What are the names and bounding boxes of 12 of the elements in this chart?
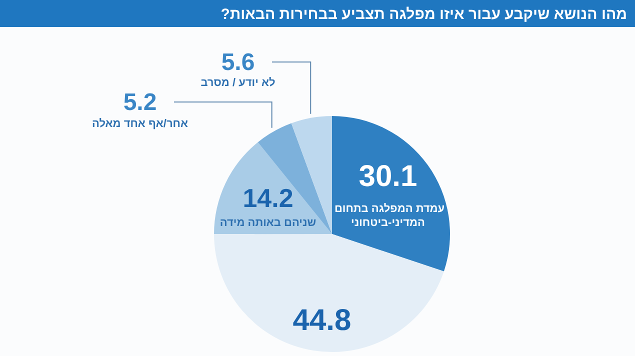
pie-slice: [214, 234, 444, 352]
slice-label: אחר/אף אחד מאלה: [92, 118, 188, 130]
data-label: 44.8: [292, 304, 352, 337]
data-label: 30.1: [358, 160, 418, 193]
pie-slice: [332, 116, 450, 272]
slice-label: שניהם באותה מידה: [220, 217, 316, 229]
data-label: 5.6: [221, 49, 255, 76]
slice-label: עמדת המפלגה בתחום המדיני-ביטחוני: [331, 203, 445, 229]
data-label: 14.2: [242, 183, 294, 213]
data-label: 5.2: [123, 89, 157, 116]
chart-title: מהו הנושא שיקבע עבור איזו מפלגה תצביע בבחירות הבאות?: [220, 6, 627, 23]
slice-label: לא יודע / מסרב: [200, 77, 276, 89]
